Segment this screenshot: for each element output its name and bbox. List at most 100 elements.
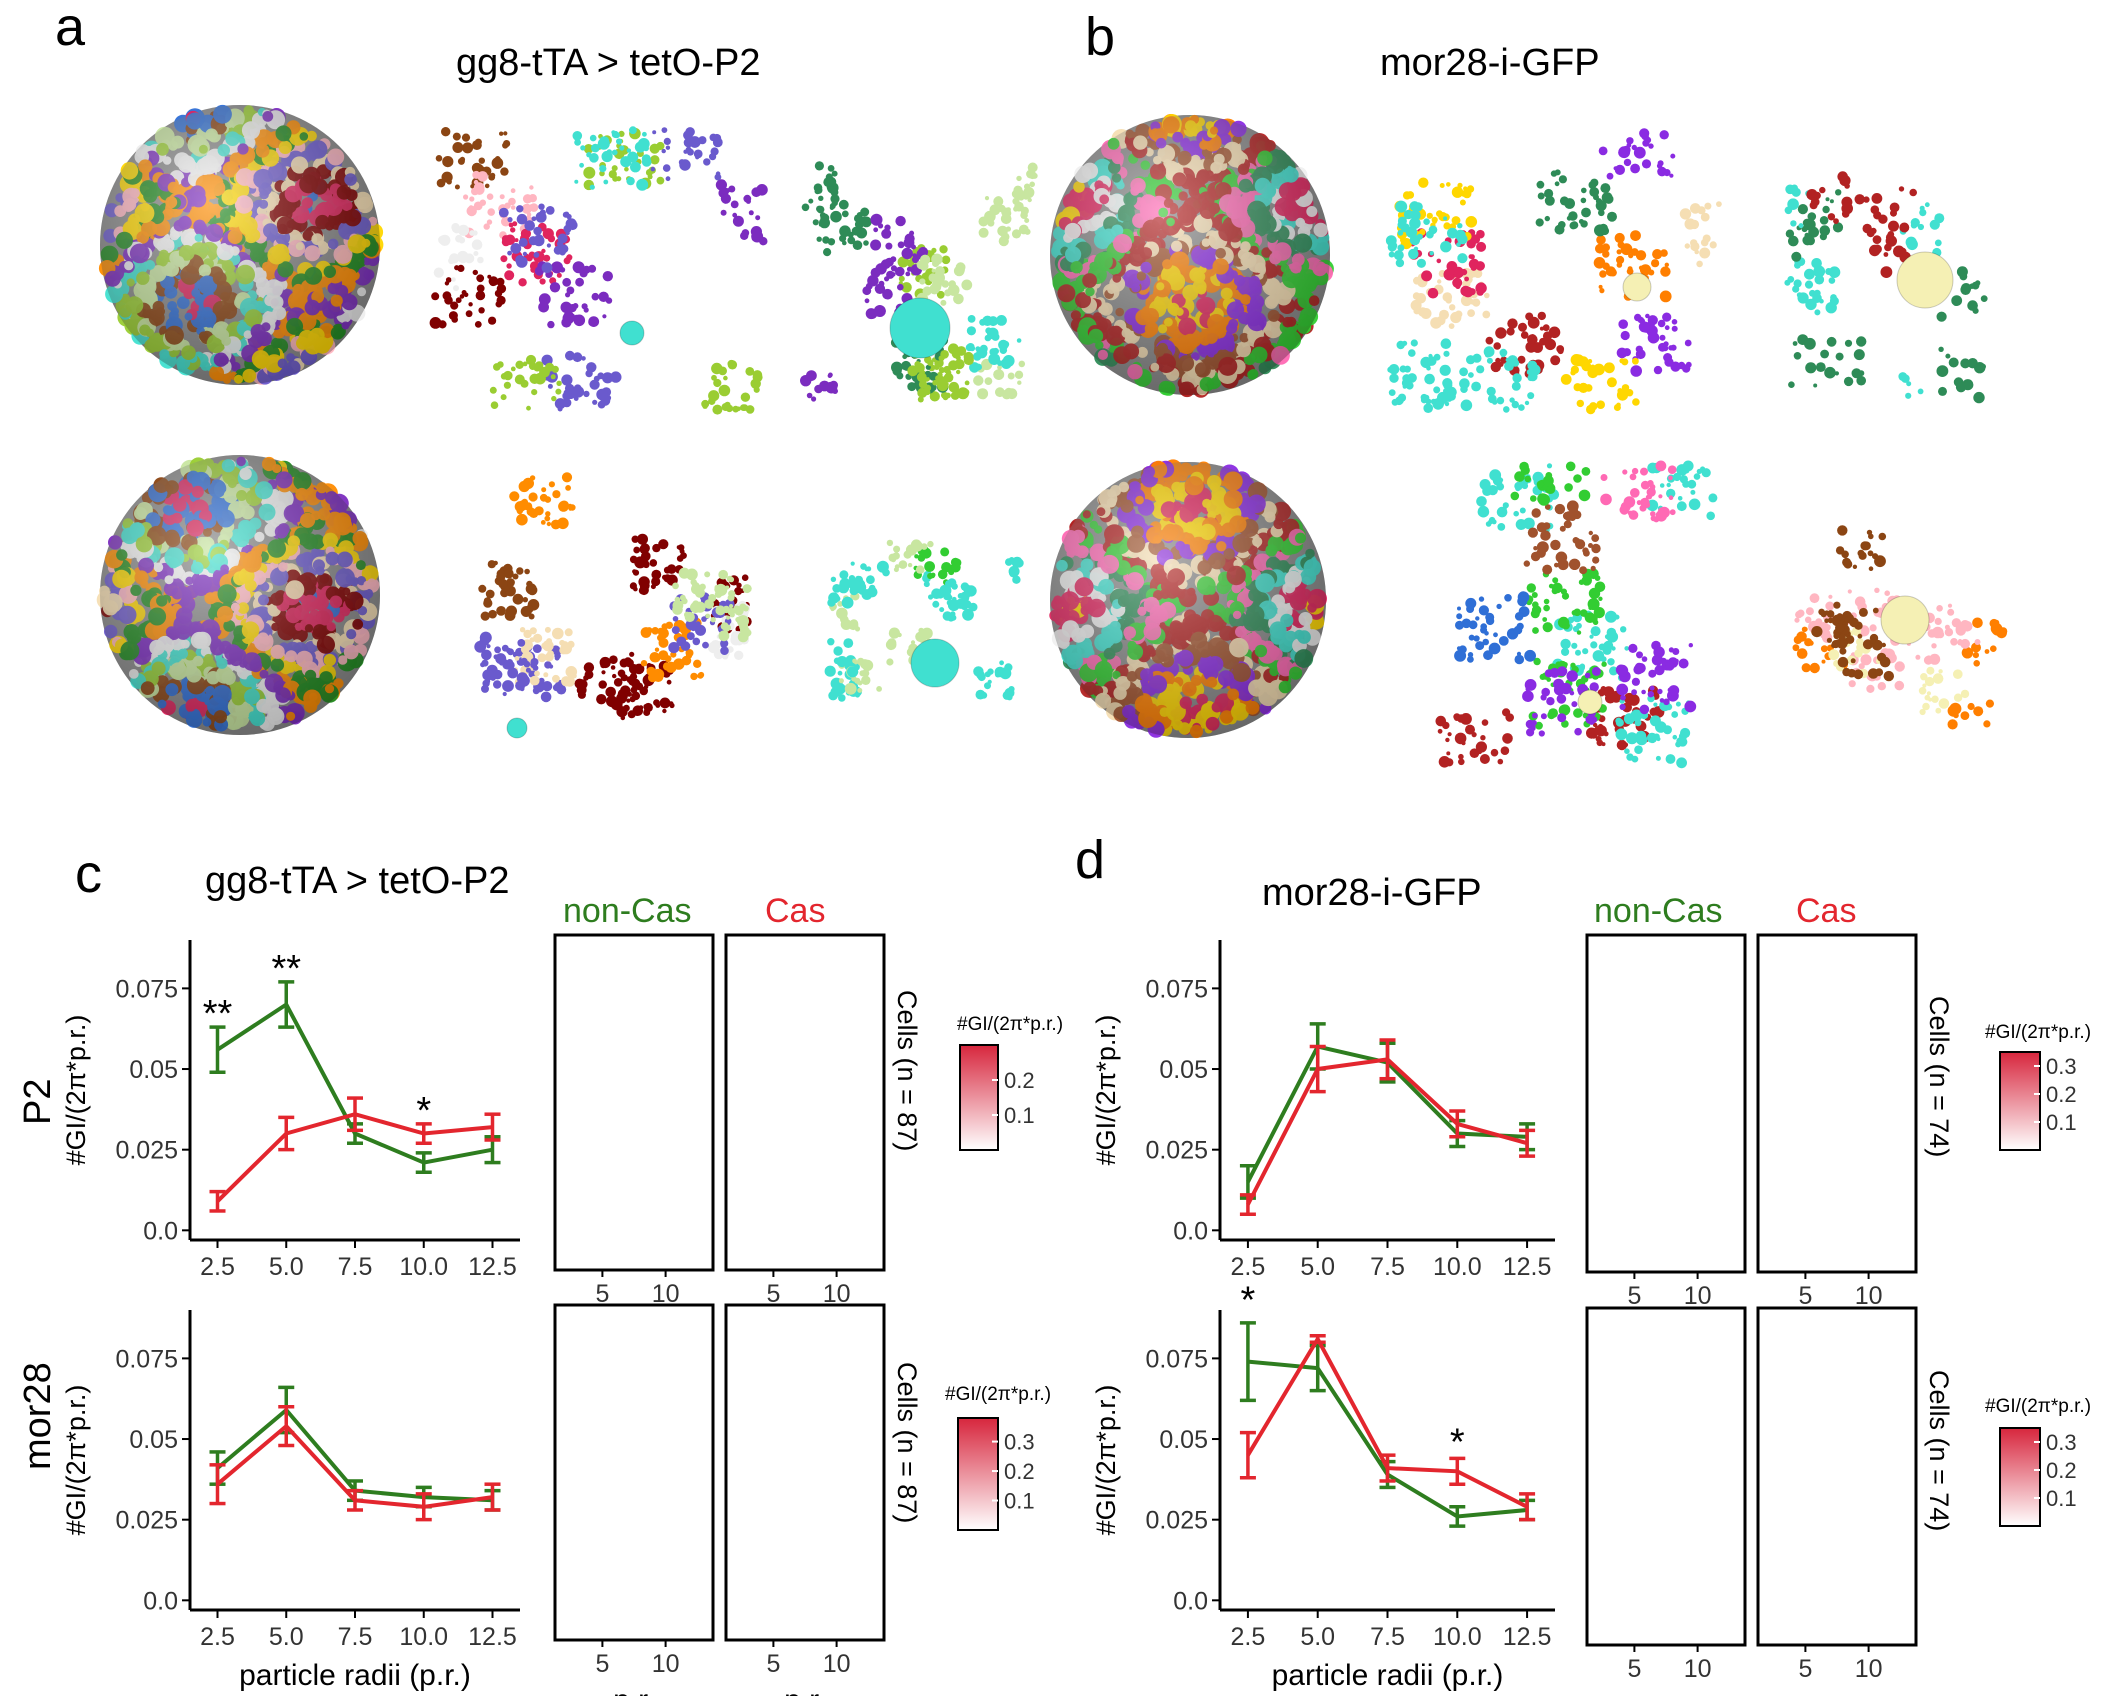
particle-dot: [550, 374, 556, 380]
particle-dot: [486, 193, 494, 200]
particle-dot: [741, 574, 749, 581]
particle-dot: [487, 560, 496, 569]
particle-dot: [617, 690, 628, 701]
particle-dot: [1002, 340, 1010, 348]
particle-dot: [563, 224, 572, 233]
particle-dot: [540, 691, 552, 703]
particle-dot: [484, 183, 490, 189]
particle-dot: [584, 670, 594, 679]
particle-dot: [751, 230, 764, 243]
particle-dot: [838, 694, 846, 702]
particle-dot: [585, 369, 593, 378]
particle-dot: [980, 392, 987, 400]
particle-dot: [825, 173, 833, 181]
particle-dot: [481, 649, 492, 661]
particle-dot: [533, 252, 540, 258]
particle-dot: [663, 137, 671, 145]
particle-dot: [942, 394, 949, 401]
particle-dot: [982, 315, 993, 326]
particle-dot: [726, 575, 734, 582]
particle-dot: [676, 555, 684, 562]
particle-dot: [752, 370, 763, 380]
particle-dot: [708, 390, 720, 402]
particle-dot: [686, 148, 694, 156]
particle-dot: [476, 274, 485, 283]
particle-dot: [547, 234, 556, 243]
particle-dot: [1024, 228, 1031, 235]
sphere-b-top: [1050, 114, 1334, 398]
particle-dot: [546, 243, 552, 248]
particle-dot: [973, 375, 984, 386]
particle-dot: [623, 704, 630, 712]
particle-dot: [643, 709, 651, 716]
particle-dot: [520, 606, 532, 617]
particle-dot: [916, 260, 926, 270]
particle-dot: [998, 204, 1006, 213]
particle-dot: [674, 596, 681, 603]
particle-dot: [478, 157, 485, 164]
particle-dot: [472, 230, 478, 236]
particle-dot: [512, 593, 524, 605]
particle-dot: [597, 137, 610, 150]
particle-dot: [975, 363, 982, 371]
particle-dot: [732, 405, 740, 413]
particle-dot: [468, 205, 474, 211]
particle-dot: [650, 166, 656, 172]
particle-dot: [679, 594, 686, 601]
particle-dot: [431, 292, 440, 301]
particle-dot: [642, 131, 647, 137]
particle-dot: [709, 153, 717, 161]
particle-dot: [532, 687, 540, 695]
particle-dot: [475, 290, 486, 301]
particle-dot: [1024, 183, 1031, 190]
particle-dot: [814, 161, 825, 171]
particle-dot: [629, 672, 638, 681]
particle-dot: [519, 686, 525, 692]
particle-dot: [559, 248, 566, 256]
particle-dot: [510, 205, 516, 210]
particle-dot: [447, 158, 453, 164]
particle-dot: [862, 286, 872, 296]
particle-dot: [537, 653, 547, 663]
particle-dot: [995, 387, 1005, 398]
particle-dot: [516, 205, 524, 213]
particle-dot: [1000, 358, 1012, 369]
particle-dot: [596, 694, 607, 705]
particle-dot: [529, 373, 540, 384]
particle-dot: [748, 210, 754, 216]
particle-dot: [839, 570, 849, 580]
particle-dot: [1014, 370, 1024, 379]
particle-dot: [720, 646, 729, 655]
particle-dot: [461, 133, 471, 142]
particle-dot: [485, 589, 495, 599]
particle-dot: [630, 161, 641, 173]
particle-dot: [564, 628, 573, 637]
particle-dot: [647, 174, 653, 180]
particle-dot: [1018, 360, 1026, 368]
particle-dot: [545, 206, 555, 215]
sphere-a-top-shade: [100, 105, 380, 385]
particle-dot: [441, 127, 451, 137]
panel-b-title: mor28-i-GFP: [1380, 42, 1600, 84]
particle-dot: [493, 680, 502, 689]
particle-dot: [597, 400, 606, 409]
particle-dot: [918, 380, 928, 389]
particle-dot: [712, 404, 723, 415]
particle-dot: [556, 272, 562, 278]
particle-dot: [830, 607, 835, 612]
particle-dot: [907, 382, 917, 392]
particle-dot: [473, 179, 479, 185]
particle-dot: [806, 370, 817, 381]
particle-dot: [561, 374, 573, 386]
particle-dot: [617, 669, 626, 678]
particle-dot: [644, 681, 650, 687]
particle-dot: [736, 582, 742, 588]
particle-dot: [881, 228, 892, 239]
particle-dot: [887, 638, 897, 648]
particle-dot: [714, 173, 722, 181]
particle-dot: [888, 627, 901, 639]
particle-dot: [720, 193, 732, 204]
particle-dot: [849, 586, 859, 596]
particle-dot: [559, 500, 569, 511]
particle-dot: [665, 176, 671, 182]
